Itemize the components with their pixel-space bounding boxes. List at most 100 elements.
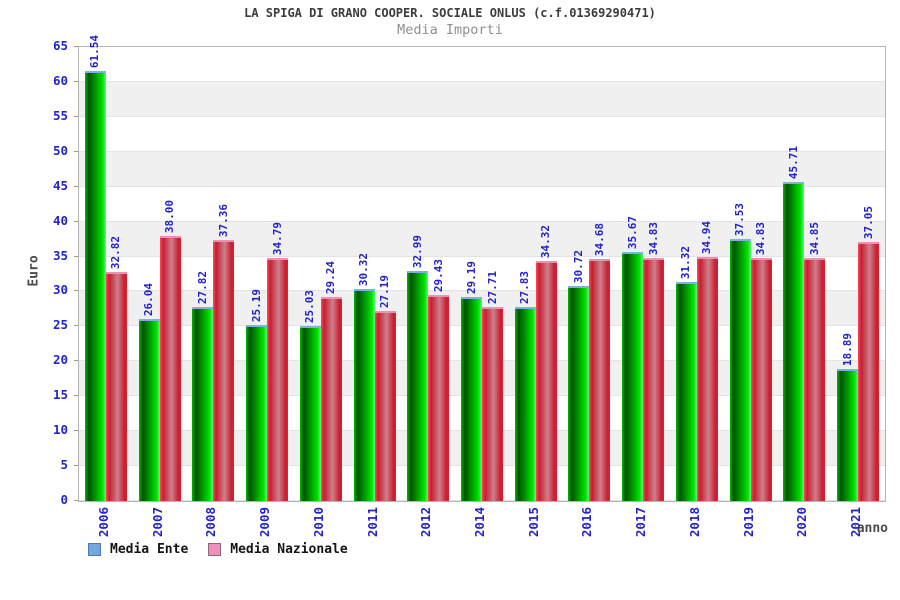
x-tick-label: 2012 — [418, 507, 434, 538]
bar-value-label: 29.43 — [431, 258, 445, 292]
y-tick-label: 45 — [52, 177, 68, 193]
x-tick-label: 2006 — [95, 507, 111, 538]
y-tick-label: 55 — [52, 107, 68, 123]
x-tick-label: 2011 — [364, 507, 380, 538]
y-tick-mark — [74, 430, 78, 432]
bar-value-label: 31.32 — [679, 245, 693, 279]
y-tick-mark — [74, 220, 78, 222]
bar-value-label: 32.82 — [109, 235, 123, 269]
bar-value-label: 37.36 — [216, 203, 230, 237]
bar-value-label: 38.00 — [163, 199, 177, 233]
bar-media-ente — [514, 307, 536, 501]
legend-label-media-nazionale: Media Nazionale — [230, 542, 348, 557]
bar-media-nazionale-cap — [643, 258, 665, 260]
bar-media-nazionale-cap — [213, 240, 235, 242]
bar-media-ente-cap — [299, 326, 321, 328]
grid-band — [79, 186, 885, 222]
bar-media-nazionale-cap — [750, 258, 772, 260]
x-tick-label: 2014 — [472, 507, 487, 538]
bar-media-nazionale-cap — [589, 259, 611, 261]
bar-value-label: 45.71 — [786, 145, 800, 179]
bar-value-label: 61.54 — [88, 34, 102, 68]
bar-value-label: 34.32 — [539, 224, 553, 258]
grid-band — [79, 47, 885, 82]
bar-value-label: 25.19 — [249, 288, 263, 322]
bar-value-label: 29.24 — [324, 260, 338, 294]
bar-media-nazionale-cap — [804, 258, 826, 260]
bar-media-ente — [622, 252, 644, 501]
bar-media-ente-cap — [568, 286, 590, 288]
bar-value-label: 25.03 — [303, 289, 317, 323]
legend-swatch-media-ente — [88, 543, 101, 556]
bar-media-nazionale-cap — [482, 307, 503, 309]
bar-media-ente-cap — [729, 239, 751, 241]
bar-value-label: 34.85 — [807, 221, 821, 255]
grid-band — [79, 151, 885, 187]
bar-media-nazionale — [482, 307, 503, 501]
y-tick-mark — [74, 465, 78, 467]
y-tick-mark — [74, 255, 78, 257]
bar-media-nazionale-cap — [696, 257, 718, 259]
legend: Media Ente Media Nazionale — [88, 542, 368, 557]
bar-value-label: 18.89 — [840, 332, 854, 366]
bar-media-ente — [568, 286, 590, 501]
bar-media-ente-cap — [192, 307, 214, 309]
bar-media-nazionale — [750, 258, 772, 501]
x-tick-label: 2017 — [633, 507, 649, 538]
bar-media-ente — [84, 71, 106, 501]
bar-media-nazionale-cap — [267, 258, 289, 260]
y-tick-label: 40 — [52, 212, 68, 228]
bar-value-label: 34.79 — [270, 221, 284, 255]
bar-value-label: 27.83 — [518, 270, 532, 304]
bar-media-ente-cap — [84, 71, 106, 73]
bar-media-nazionale — [643, 258, 665, 501]
x-tick-label: 2018 — [686, 507, 702, 538]
bar-value-label: 35.67 — [625, 215, 639, 249]
bar-media-ente — [783, 182, 805, 501]
bar-value-label: 34.94 — [700, 220, 714, 254]
bar-media-ente — [246, 325, 268, 501]
bar-media-ente — [729, 239, 751, 501]
legend-label-media-ente: Media Ente — [110, 542, 189, 557]
x-tick-label: 2007 — [149, 507, 165, 538]
y-tick-label: 50 — [52, 142, 68, 158]
bar-value-label: 26.04 — [142, 282, 156, 316]
y-tick-mark — [74, 290, 78, 292]
bar-value-label: 32.99 — [410, 234, 424, 268]
y-tick-label: 5 — [60, 457, 68, 473]
x-tick-label: 2016 — [579, 507, 595, 538]
y-tick-label: 25 — [52, 317, 68, 333]
bar-media-ente — [192, 307, 214, 501]
bar-media-nazionale-cap — [858, 242, 880, 244]
grid-band — [79, 116, 885, 152]
bar-value-label: 34.83 — [754, 221, 768, 255]
bar-media-nazionale — [696, 257, 718, 501]
bar-media-ente — [837, 369, 859, 501]
bar-media-nazionale — [105, 272, 127, 501]
bar-media-ente-cap — [407, 271, 429, 273]
y-tick-mark — [74, 150, 78, 152]
y-tick-mark — [74, 395, 78, 397]
bar-media-ente — [461, 297, 482, 501]
bar-media-ente — [138, 319, 160, 501]
chart-subtitle: Media Importi — [397, 22, 503, 38]
y-tick-label: 35 — [52, 247, 68, 263]
bar-media-ente-cap — [353, 289, 375, 291]
x-tick-label: 2010 — [310, 507, 326, 538]
bar-media-nazionale — [213, 240, 235, 501]
bar-value-label: 34.68 — [592, 222, 606, 256]
bar-media-ente-cap — [622, 252, 644, 254]
x-tick-label: 2015 — [525, 507, 541, 538]
y-tick-label: 65 — [52, 38, 68, 53]
bar-media-ente — [299, 326, 321, 501]
legend-swatch-media-nazionale — [208, 543, 222, 556]
y-tick-label: 0 — [60, 492, 68, 507]
grid-band — [79, 81, 885, 117]
bar-media-nazionale — [804, 258, 826, 501]
bar-value-label: 37.05 — [861, 205, 875, 239]
bar-media-nazionale — [320, 297, 342, 501]
bar-media-ente-cap — [837, 369, 859, 371]
bar-media-nazionale-cap — [105, 272, 127, 274]
chart-title: LA SPIGA DI GRANO COOPER. SOCIALE ONLUS … — [244, 6, 656, 20]
bar-media-nazionale — [535, 261, 557, 501]
